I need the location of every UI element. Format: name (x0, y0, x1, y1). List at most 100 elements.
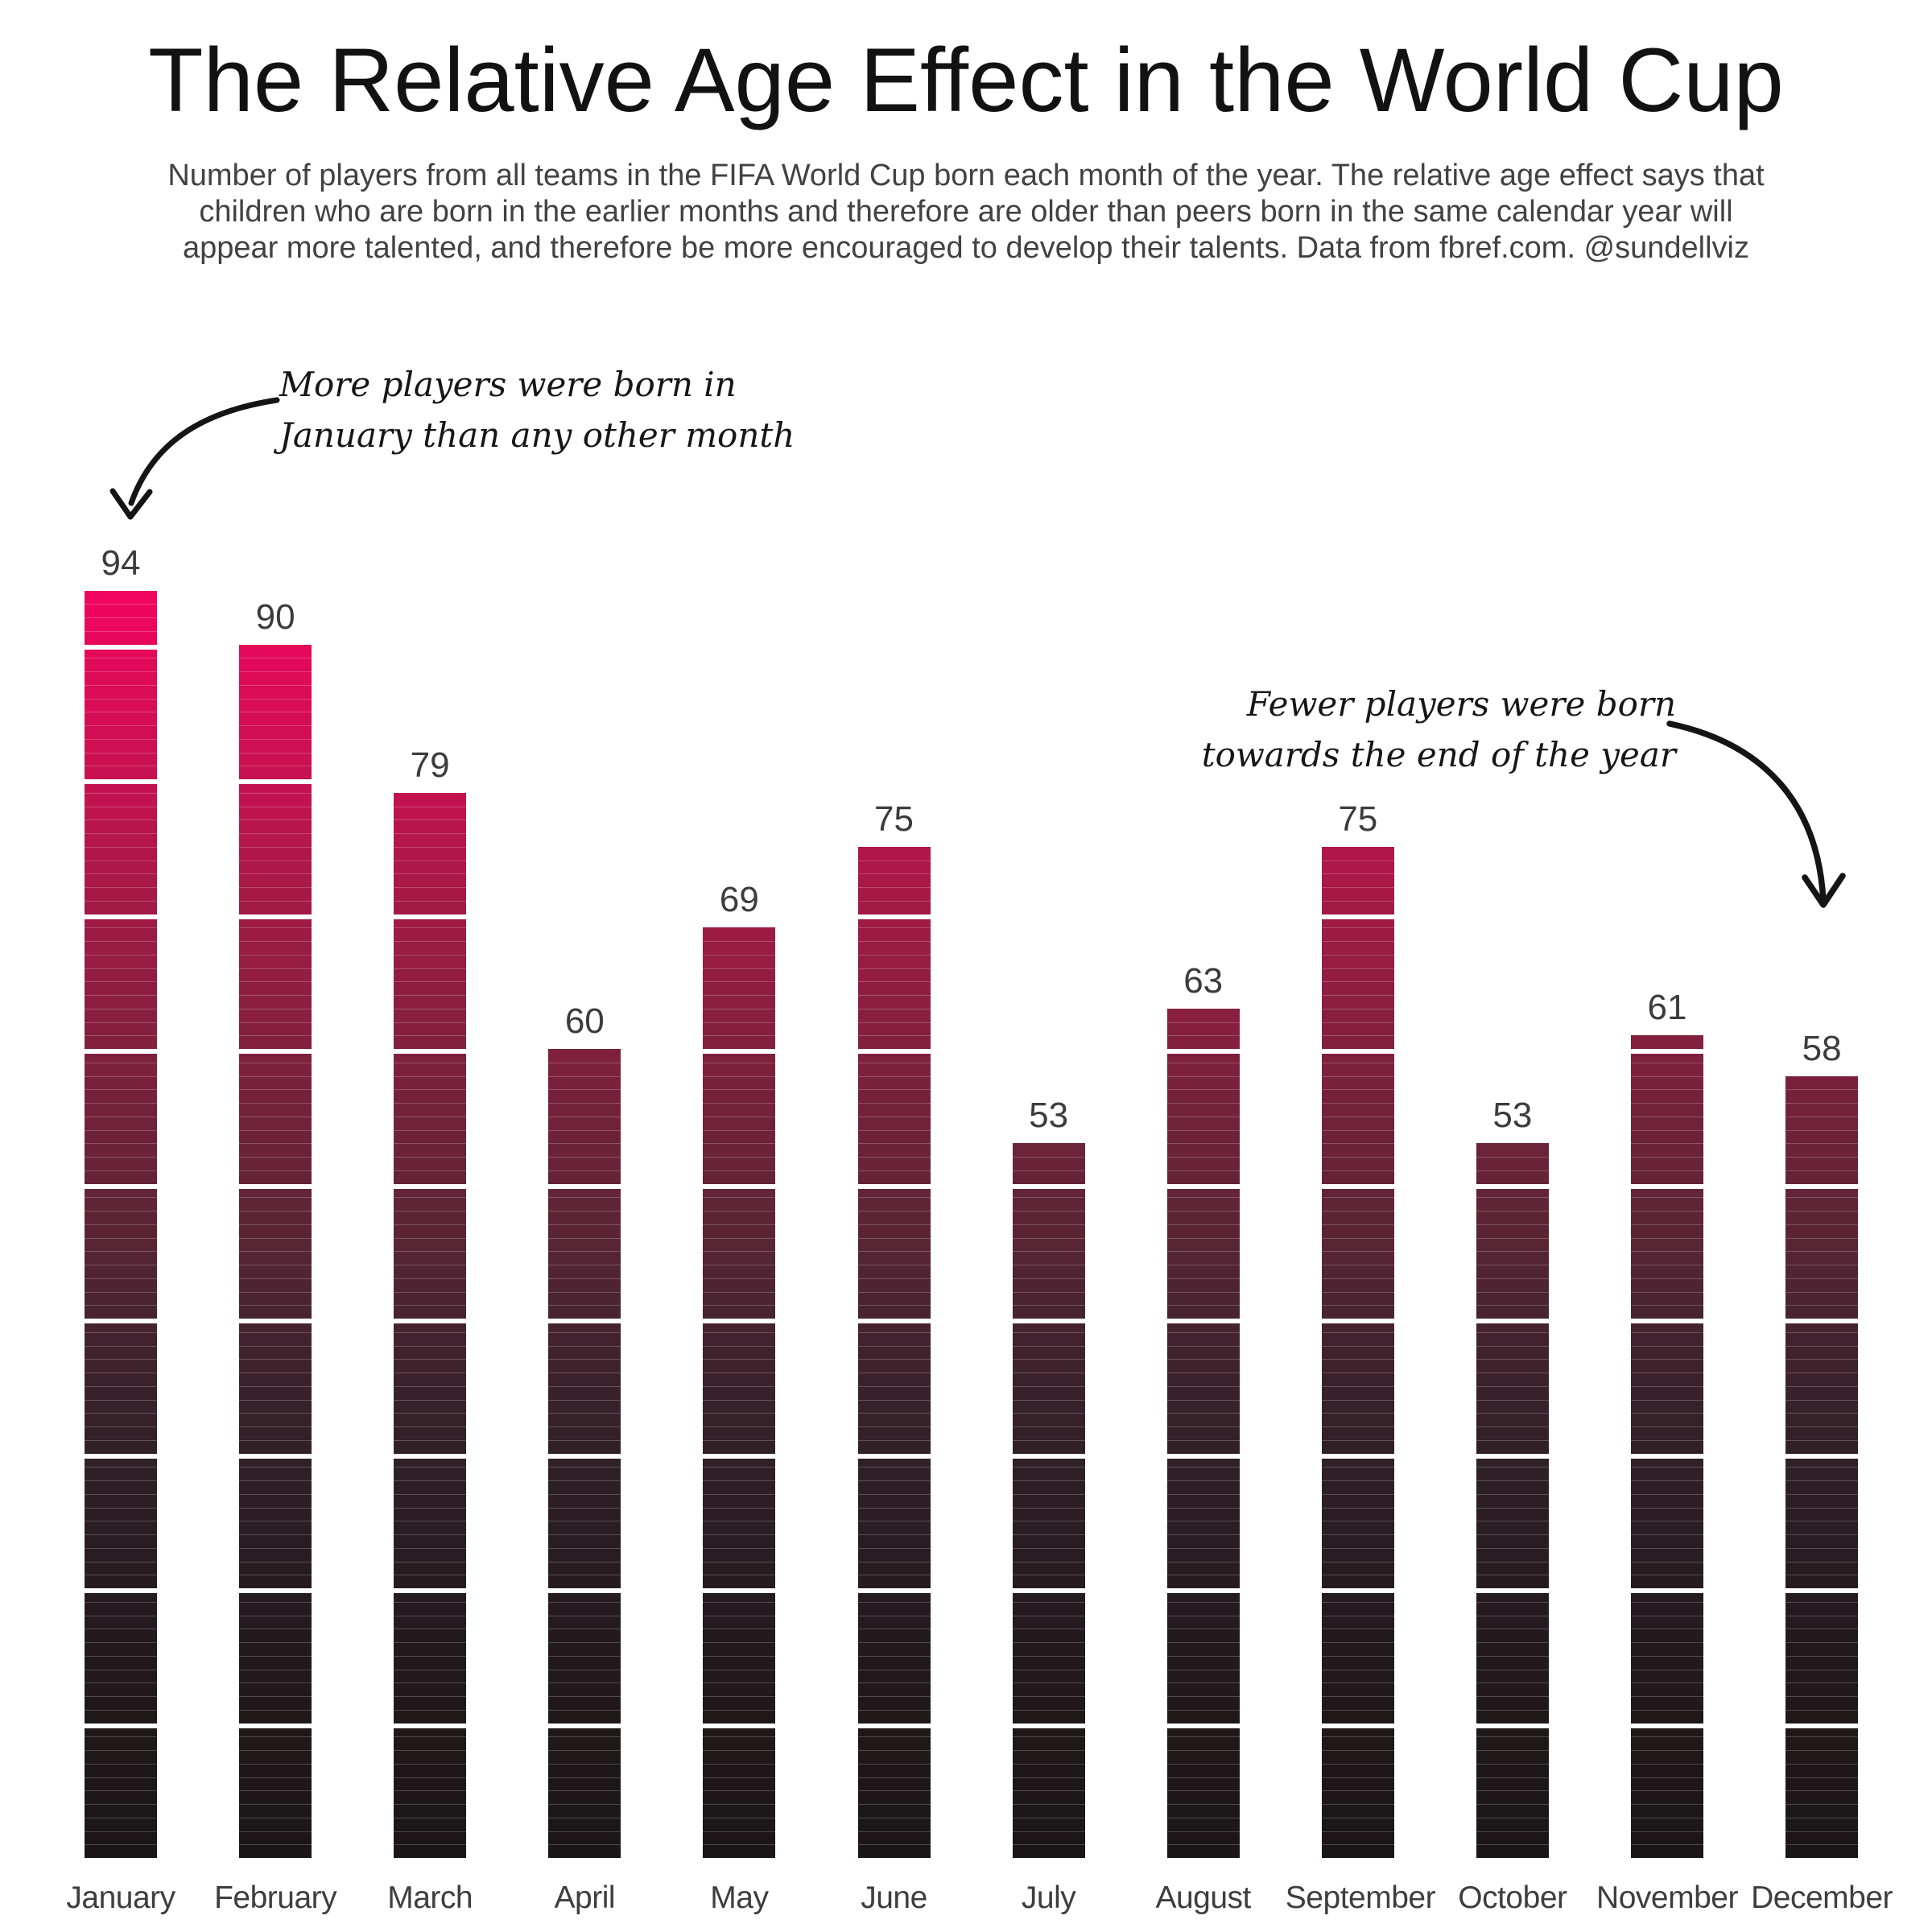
bar-segment (1166, 1129, 1240, 1144)
bar-segment (1012, 1265, 1085, 1278)
bar-segment (85, 1844, 157, 1858)
bar-segment (239, 1804, 312, 1818)
bar-segment (1476, 1709, 1549, 1724)
bar-segment (85, 1480, 157, 1494)
bar-segment (1476, 1359, 1549, 1373)
bar-segment (239, 792, 312, 807)
bar-segment (1012, 1588, 1085, 1602)
bar-segment (1785, 1696, 1859, 1710)
bar-segment (239, 1534, 312, 1548)
bar-segment (1321, 1278, 1394, 1292)
bar-segment (703, 1682, 776, 1696)
bar-segment (1631, 1129, 1703, 1144)
bar-segment (85, 630, 157, 645)
bar-segment (85, 1817, 157, 1831)
bar-segment (239, 1359, 312, 1373)
bar-segment (1631, 1062, 1703, 1076)
bar-segment (394, 1413, 467, 1426)
bar-segment (1012, 1507, 1085, 1521)
bar-segment (85, 1601, 157, 1616)
bar-segment (85, 1426, 157, 1440)
bar-segment (239, 1413, 312, 1426)
bar-segment (857, 1750, 931, 1764)
bar-segment (548, 1291, 621, 1306)
bar-segment (239, 1547, 312, 1562)
bar-segment (394, 1601, 467, 1616)
bar-segment (548, 1817, 621, 1831)
bar-segment (1321, 1736, 1394, 1750)
bar-segment (703, 1790, 776, 1804)
bar-segment (857, 1547, 931, 1562)
bar-segment (857, 1790, 931, 1804)
bar-segment (1166, 1103, 1240, 1117)
bar-segment (1321, 1804, 1394, 1818)
bar-segment (1476, 1426, 1549, 1440)
bar-segment (1476, 1629, 1549, 1642)
bar-segment (548, 1103, 621, 1117)
bar-segment (1166, 1035, 1240, 1049)
bar-segment (1166, 1251, 1240, 1265)
bar-segment (857, 1170, 931, 1184)
bar-segment (1321, 954, 1394, 968)
bar-segment (1321, 1521, 1394, 1534)
bar (857, 846, 931, 1858)
bar-segment (85, 738, 157, 753)
bar-segment (548, 1170, 621, 1184)
bar-segment (1631, 1143, 1703, 1157)
bar-segment (1631, 1467, 1703, 1480)
bar-segment (548, 1750, 621, 1764)
bar-segment (857, 1116, 931, 1130)
bar-segment (857, 1642, 931, 1656)
bar-segment (394, 1844, 467, 1858)
bar-segment (85, 604, 157, 617)
bar-segment (1012, 1777, 1085, 1791)
bar-segment (703, 1265, 776, 1278)
bar-segment (1785, 1103, 1859, 1117)
bar-segment (857, 941, 931, 955)
bar-segment (394, 819, 467, 833)
bar-segment (1476, 1480, 1549, 1494)
bar-segment (85, 1777, 157, 1791)
bar-segment (1785, 1385, 1859, 1400)
bar-segment (1321, 1359, 1394, 1373)
bar-segment (1321, 914, 1394, 928)
bar-segment (1321, 1709, 1394, 1724)
bar-segment (239, 914, 312, 928)
bar-segment (239, 1736, 312, 1750)
bar-segment (239, 1237, 312, 1252)
bar-segment (1166, 1669, 1240, 1683)
bar-segment (1166, 1777, 1240, 1791)
bar-segment (1476, 1777, 1549, 1791)
bar (1012, 1143, 1085, 1858)
bar-segment (1321, 1075, 1394, 1090)
bar-segment (1012, 1331, 1085, 1346)
bar-segment (394, 860, 467, 874)
bar-segment (85, 1170, 157, 1184)
bar-segment (1321, 1561, 1394, 1575)
bar-month-label: February (214, 1880, 337, 1915)
bar-segment (394, 1251, 467, 1265)
bar-segment (1785, 1075, 1859, 1090)
bar-segment (1785, 1575, 1859, 1588)
bar-segment (1785, 1588, 1859, 1602)
bar-segment (239, 1399, 312, 1414)
bar-segment (394, 927, 467, 941)
bar-segment (394, 1547, 467, 1562)
bar-segment (1012, 1373, 1085, 1386)
bar-segment (239, 1278, 312, 1292)
bar-segment (1012, 1561, 1085, 1575)
bar-segment (1631, 1493, 1703, 1508)
bar-segment (85, 684, 157, 699)
bar-segment (1166, 1359, 1240, 1373)
bar-value-label: 60 (564, 1001, 605, 1041)
bar-segment (394, 792, 467, 807)
bar-segment (85, 981, 157, 995)
bar-segment (1785, 1480, 1859, 1494)
bar-segment (548, 1804, 621, 1818)
bar-segment (703, 1601, 776, 1616)
bar-segment (1476, 1561, 1549, 1575)
bar-segment (703, 1588, 776, 1602)
bar-segment (1476, 1615, 1549, 1629)
bar-segment (1166, 1804, 1240, 1818)
bar-segment (1166, 1224, 1240, 1238)
